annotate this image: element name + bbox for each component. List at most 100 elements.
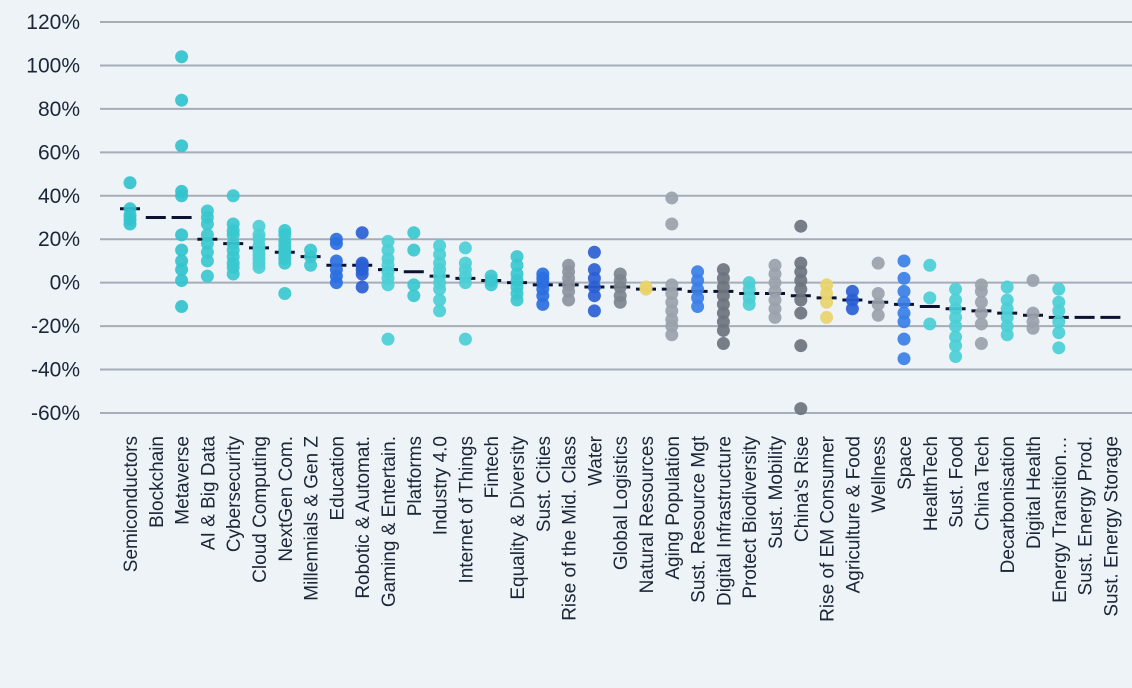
data-point <box>975 337 988 350</box>
data-point <box>201 270 214 283</box>
data-point <box>820 311 833 324</box>
data-point <box>330 237 343 250</box>
data-point <box>201 254 214 267</box>
data-point <box>717 324 730 337</box>
category-label: Sust. Resource Mgt <box>689 435 710 603</box>
data-point <box>175 139 188 152</box>
data-point <box>175 189 188 202</box>
data-point <box>794 402 807 415</box>
y-tick-label: 80% <box>38 98 80 121</box>
category-label: Millennials & Gen Z <box>302 436 323 601</box>
category-label: Platforms <box>405 436 426 516</box>
category-label: Aging Population <box>663 436 684 580</box>
data-point <box>640 283 653 296</box>
category-label: Cloud Computing <box>250 436 271 583</box>
data-point <box>923 317 936 330</box>
y-tick-label: -20% <box>31 315 80 338</box>
category-label: Sust. Mobility <box>766 436 787 549</box>
data-point <box>278 287 291 300</box>
data-point <box>614 296 627 309</box>
data-point <box>1027 274 1040 287</box>
category-label: Digital Health <box>1024 436 1045 549</box>
data-point <box>382 333 395 346</box>
data-point <box>1001 281 1014 294</box>
data-point <box>717 337 730 350</box>
data-point <box>485 278 498 291</box>
data-point <box>407 289 420 302</box>
data-point <box>1052 283 1065 296</box>
data-point <box>459 333 472 346</box>
y-tick-label: 0% <box>50 272 80 295</box>
data-point <box>175 300 188 313</box>
category-label: Decarbonisation <box>998 436 1019 573</box>
data-point <box>330 276 343 289</box>
data-point <box>794 307 807 320</box>
category-label: Industry 4.0 <box>431 436 452 535</box>
category-label: Sust. Energy Prod. <box>1076 436 1097 595</box>
data-point <box>1052 326 1065 339</box>
data-point <box>227 267 240 280</box>
category-label: HealthTech <box>921 436 942 531</box>
data-point <box>124 176 137 189</box>
data-point <box>433 304 446 317</box>
category-label: Sust. Cities <box>534 436 555 532</box>
data-point <box>459 241 472 254</box>
category-label: Blockchain <box>147 436 168 528</box>
category-label: Sust. Food <box>947 436 968 528</box>
data-point <box>175 94 188 107</box>
category-label: Sust. Energy Storage <box>1101 436 1122 617</box>
category-label: Rise of the Mid. Class <box>560 436 581 621</box>
data-point <box>872 257 885 270</box>
data-point <box>769 311 782 324</box>
category-label: NextGen Com. <box>276 436 297 562</box>
data-point <box>588 304 601 317</box>
data-point <box>794 339 807 352</box>
data-point <box>407 226 420 239</box>
category-label: Energy Transition… <box>1050 436 1071 603</box>
data-point <box>278 257 291 270</box>
data-point <box>975 317 988 330</box>
category-label: Metaverse <box>173 436 194 525</box>
category-label: Space <box>895 436 916 490</box>
category-label: Protect Biodiversity <box>740 436 761 599</box>
y-tick-label: 40% <box>38 185 80 208</box>
category-label: Equality & Diversity <box>508 436 529 600</box>
category-label: Fintech <box>482 436 503 498</box>
data-point <box>898 272 911 285</box>
data-point <box>665 218 678 231</box>
data-point <box>898 333 911 346</box>
data-point <box>588 246 601 259</box>
data-point <box>923 291 936 304</box>
category-label: Education <box>327 436 348 521</box>
data-point <box>253 261 266 274</box>
data-points <box>124 50 1066 415</box>
data-point <box>794 294 807 307</box>
data-point <box>356 281 369 294</box>
data-point <box>794 220 807 233</box>
data-point <box>459 276 472 289</box>
data-point <box>588 289 601 302</box>
y-tick-label: 120% <box>26 11 80 34</box>
gridlines <box>100 22 1132 413</box>
data-point <box>304 259 317 272</box>
data-point <box>949 350 962 363</box>
data-point <box>898 352 911 365</box>
category-label: Internet of Things <box>456 436 477 584</box>
category-label: Gaming & Entertain. <box>379 436 400 607</box>
category-label: China's Rise <box>792 436 813 542</box>
data-point <box>227 189 240 202</box>
data-point <box>898 254 911 267</box>
x-axis-category-labels: Semiconductors Blockchain Metaverse AI & Bi… <box>121 435 1122 622</box>
data-point <box>562 294 575 307</box>
category-label: Rise of EM Consumer <box>818 435 839 622</box>
data-point <box>820 296 833 309</box>
data-point <box>124 218 137 231</box>
category-label: Cybersecurity <box>224 436 245 553</box>
data-point <box>923 259 936 272</box>
y-tick-label: 20% <box>38 228 80 251</box>
data-point <box>691 300 704 313</box>
data-point <box>665 191 678 204</box>
y-tick-label: -60% <box>31 402 80 425</box>
data-point <box>743 298 756 311</box>
